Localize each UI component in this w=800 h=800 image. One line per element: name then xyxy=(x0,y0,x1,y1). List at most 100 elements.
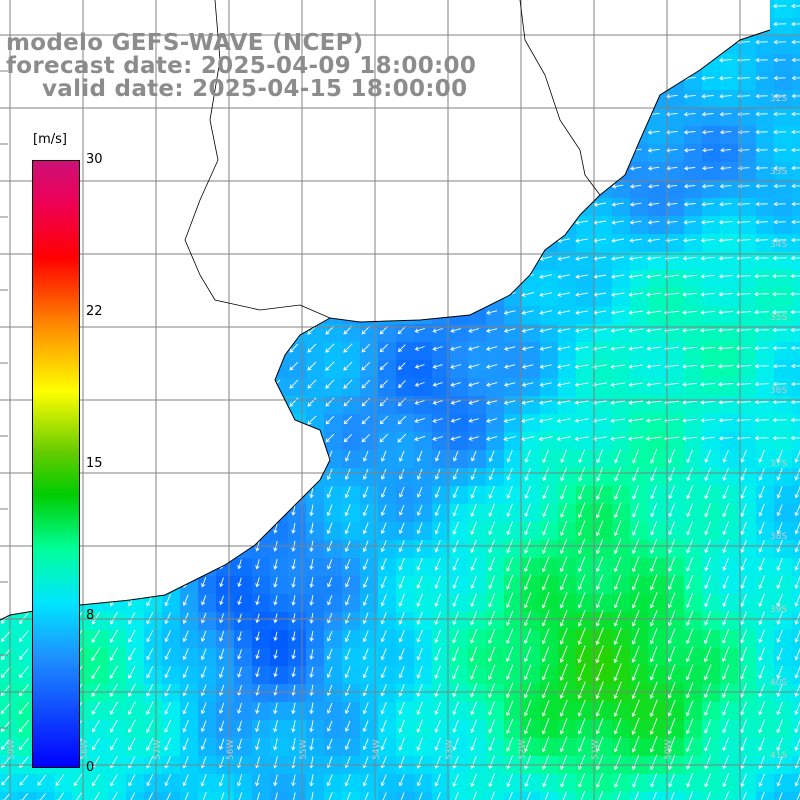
wind-speed-cell xyxy=(378,738,397,757)
wind-arrow xyxy=(685,718,694,735)
wind-speed-cell xyxy=(738,144,757,163)
wind-arrow xyxy=(791,57,800,63)
wind-speed-cell xyxy=(756,288,775,307)
wind-arrow xyxy=(722,557,729,571)
wind-speed-cell xyxy=(594,414,613,433)
wind-speed-cell xyxy=(648,702,667,721)
wind-arrow xyxy=(760,792,765,800)
wind-speed-cell xyxy=(684,666,703,685)
wind-arrow xyxy=(488,593,496,608)
wind-speed-cell xyxy=(648,504,667,523)
wind-arrow xyxy=(722,521,730,536)
wind-speed-cell xyxy=(720,558,739,577)
wind-speed-cell xyxy=(414,648,433,667)
wind-speed-cell xyxy=(270,558,289,577)
wind-arrow xyxy=(646,256,661,261)
wind-speed-cell xyxy=(558,648,577,667)
wind-speed-cell xyxy=(630,180,649,199)
wind-arrow xyxy=(436,792,441,800)
wind-arrow xyxy=(718,256,733,261)
wind-arrow xyxy=(255,720,260,733)
wind-arrow xyxy=(754,399,769,405)
wind-speed-cell xyxy=(612,504,631,523)
wind-speed-cell xyxy=(540,774,559,793)
wind-speed-cell xyxy=(684,108,703,127)
wind-arrow xyxy=(523,700,532,717)
wind-speed-cell xyxy=(414,684,433,703)
wind-arrow xyxy=(362,558,369,571)
wind-speed-cell xyxy=(432,684,451,703)
wind-arrow xyxy=(291,595,296,606)
wind-arrow xyxy=(416,774,423,787)
wind-speed-cell xyxy=(720,504,739,523)
wind-speed-cell xyxy=(630,360,649,379)
wind-arrow xyxy=(146,648,154,661)
wind-arrow xyxy=(416,648,423,661)
wind-arrow xyxy=(668,556,676,572)
wind-speed-cell xyxy=(792,612,800,631)
wind-speed-cell xyxy=(396,774,415,793)
wind-arrow xyxy=(434,593,441,607)
wind-arrow xyxy=(200,684,207,697)
wind-speed-cell xyxy=(378,720,397,739)
wind-arrow xyxy=(667,610,676,627)
wind-speed-cell xyxy=(36,792,55,800)
wind-arrow xyxy=(273,576,278,588)
wind-arrow xyxy=(128,719,136,733)
wind-arrow xyxy=(542,485,550,500)
wind-speed-cell xyxy=(360,504,379,523)
wind-speed-cell xyxy=(252,774,271,793)
wind-arrow xyxy=(398,630,405,643)
wind-speed-cell xyxy=(504,414,523,433)
wind-speed-cell xyxy=(486,612,505,631)
wind-arrow xyxy=(539,292,553,297)
wind-arrow xyxy=(683,94,696,99)
wind-arrow xyxy=(182,720,189,733)
wind-speed-cell xyxy=(360,432,379,451)
wind-arrow xyxy=(648,202,660,207)
wind-arrow xyxy=(616,791,622,800)
wind-arrow xyxy=(649,717,658,735)
wind-speed-cell xyxy=(360,378,379,397)
wind-arrow xyxy=(574,364,589,369)
wind-arrow xyxy=(685,682,694,699)
wind-arrow xyxy=(776,611,783,625)
wind-speed-cell xyxy=(342,558,361,577)
wind-speed-cell xyxy=(396,522,415,541)
wind-arrow xyxy=(307,379,317,389)
wind-speed-cell xyxy=(738,540,757,559)
wind-speed-cell xyxy=(522,396,541,415)
wind-arrow xyxy=(683,148,696,153)
wind-arrow xyxy=(736,310,751,315)
wind-arrow xyxy=(380,576,387,589)
wind-arrow xyxy=(560,467,568,482)
wind-speed-cell xyxy=(540,342,559,361)
wind-arrow xyxy=(344,720,351,732)
wind-arrow xyxy=(613,663,622,682)
wind-speed-cell xyxy=(522,684,541,703)
wind-speed-cell xyxy=(450,720,469,739)
wind-speed-cell xyxy=(738,108,757,127)
wind-speed-cell xyxy=(684,288,703,307)
wind-speed-cell xyxy=(144,684,163,703)
wind-arrow xyxy=(506,718,514,734)
wind-arrow xyxy=(720,147,732,153)
wind-speed-cell xyxy=(342,396,361,415)
wind-arrow xyxy=(631,736,640,753)
wind-arrow xyxy=(577,592,586,609)
wind-arrow xyxy=(523,682,532,699)
wind-speed-cell xyxy=(162,738,181,757)
wind-speed-cell xyxy=(414,630,433,649)
wind-speed-cell xyxy=(522,306,541,325)
wind-speed-cell xyxy=(468,774,487,793)
wind-arrow xyxy=(164,684,172,697)
wind-speed-cell xyxy=(612,216,631,235)
wind-speed-cell xyxy=(144,666,163,685)
wind-arrow xyxy=(772,381,787,387)
wind-arrow xyxy=(523,628,532,645)
wind-arrow xyxy=(776,467,783,481)
wind-speed-cell xyxy=(432,774,451,793)
wind-speed-cell xyxy=(324,396,343,415)
wind-speed-cell xyxy=(594,630,613,649)
wind-arrow xyxy=(592,346,607,351)
